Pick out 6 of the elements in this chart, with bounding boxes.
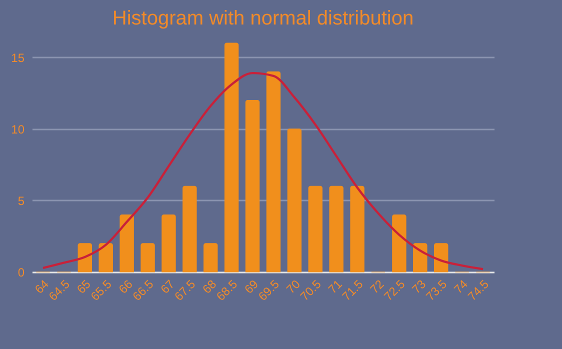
y-tick-label: 10 (11, 122, 25, 136)
line-series (42, 72, 484, 270)
y-tick-label: 0 (18, 266, 25, 280)
chart-title: Histogram with normal distribution (112, 8, 414, 30)
y-tick-label: 5 (18, 194, 25, 208)
y-tick-label: 15 (11, 50, 25, 65)
